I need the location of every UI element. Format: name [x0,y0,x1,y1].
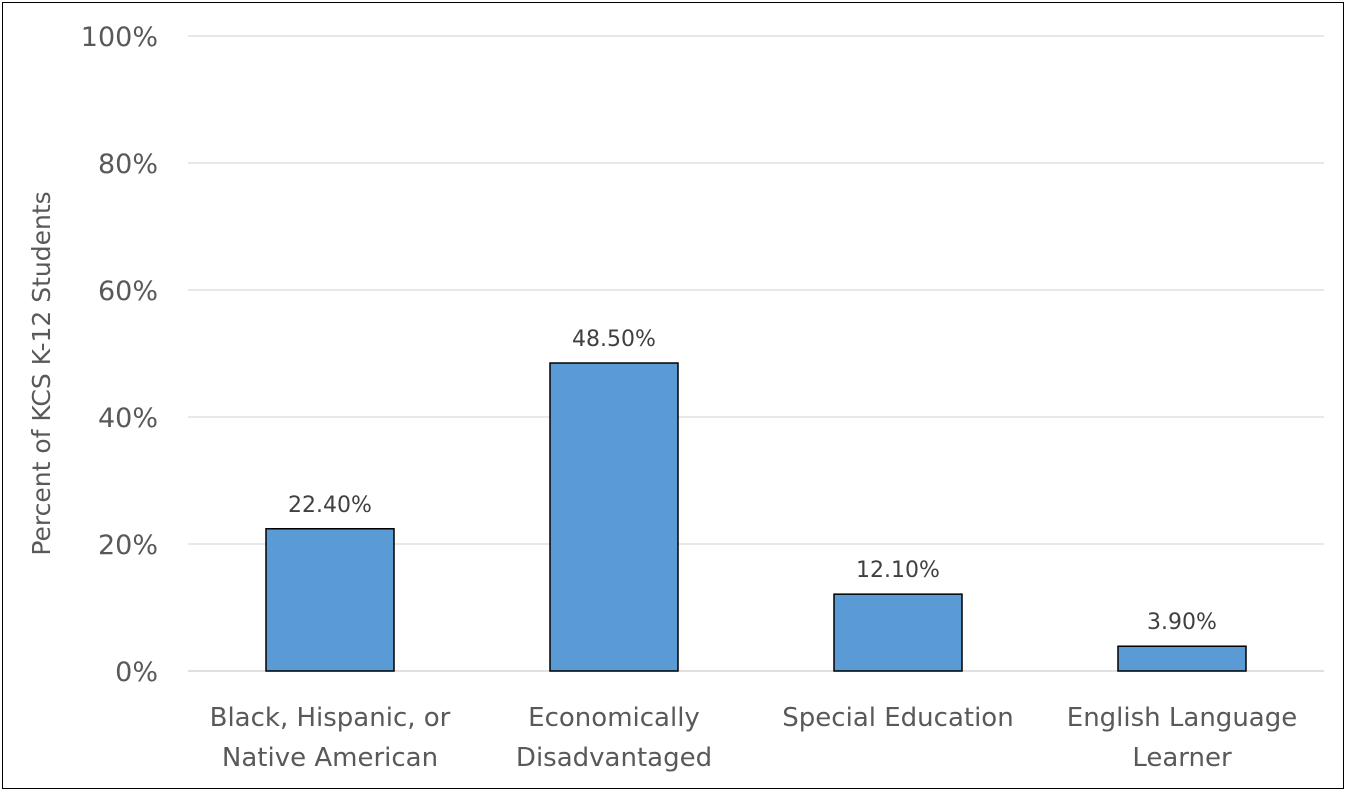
y-axis-ticks: 0% 20% 40% 60% 80% 100% [81,22,158,688]
data-labels: 22.40% 48.50% 12.10% 3.90% [288,327,1217,635]
data-label: 48.50% [572,327,656,352]
y-tick-label: 80% [98,149,158,180]
y-tick-label: 20% [98,530,158,561]
y-tick-label: 0% [115,657,158,688]
x-category-label: Learner [1132,743,1232,773]
y-tick-label: 100% [81,22,158,53]
y-tick-label: 60% [98,276,158,307]
data-label: 12.10% [856,558,940,583]
bar [1117,645,1247,672]
x-category-label: Black, Hispanic, or [210,703,451,733]
x-category-label: Special Education [782,703,1013,733]
x-axis-categories: Black, Hispanic, or Native American Econom… [210,703,1298,773]
bar [265,528,395,672]
bar-chart: 0% 20% 40% 60% 80% 100% 22.40% 48.50% 12.10% 3.9… [27,22,1324,773]
y-axis-title: Percent of KCS K-12 Students [27,191,56,555]
x-category-label: English Language [1067,703,1297,733]
x-category-label: Native American [222,743,438,773]
y-tick-label: 40% [98,403,158,434]
x-category-label: Economically [528,703,700,733]
bar [549,362,679,672]
x-category-label: Disadvantaged [516,743,712,773]
bar [833,593,963,672]
data-label: 3.90% [1147,610,1217,635]
bars [265,362,1247,672]
data-label: 22.40% [288,493,372,518]
